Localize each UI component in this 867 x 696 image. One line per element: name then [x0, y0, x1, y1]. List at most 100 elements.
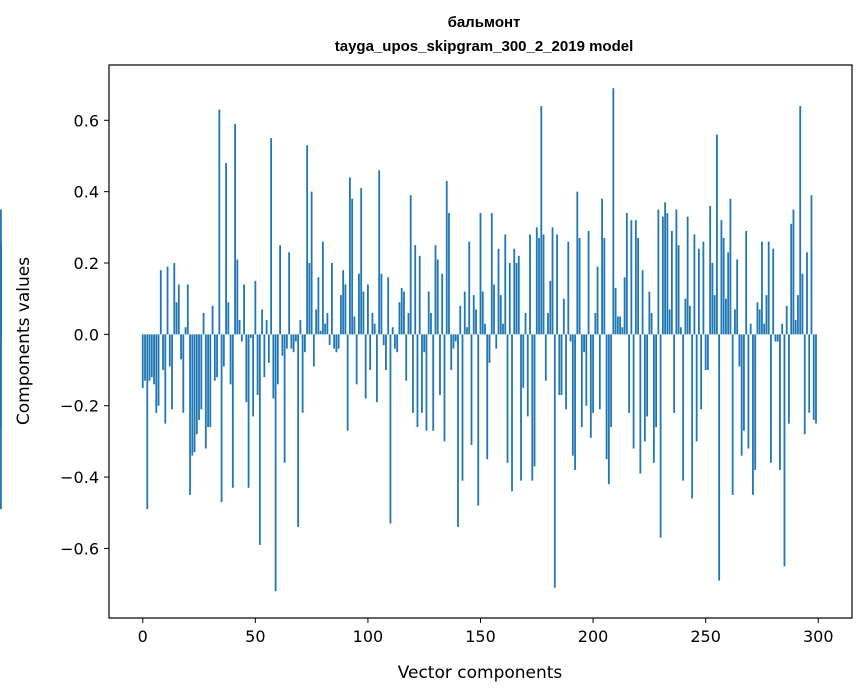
y-tick-label: 0.2	[74, 254, 99, 273]
bar-151	[481, 291, 484, 335]
bar-190	[569, 334, 572, 342]
bar-218	[632, 334, 635, 449]
bar-171	[526, 334, 529, 417]
bar-105	[378, 170, 381, 335]
bar-279	[770, 334, 772, 463]
bar-76	[312, 334, 315, 367]
bar-241	[684, 298, 687, 335]
bar-42	[236, 259, 239, 335]
bar-13	[171, 334, 173, 410]
bar-193	[576, 191, 579, 335]
bar-290	[794, 320, 797, 335]
bar-187	[562, 298, 565, 335]
bar-177	[540, 106, 543, 335]
bar-287	[788, 334, 790, 424]
bar-2	[146, 334, 149, 510]
bar-120	[412, 334, 414, 413]
bar-62	[281, 334, 284, 356]
bar-249	[702, 241, 705, 335]
bar-127	[427, 291, 430, 335]
bar-181	[549, 280, 552, 335]
bar-212	[619, 316, 621, 335]
y-tick-label: 0.0	[74, 325, 99, 344]
bar-286	[785, 305, 788, 335]
bar-19	[184, 327, 187, 335]
bar-114	[398, 302, 401, 335]
bar-294	[803, 334, 806, 435]
bar-79	[319, 330, 322, 335]
bar-253	[711, 263, 714, 335]
bar-268	[745, 230, 748, 335]
bar-153	[486, 334, 489, 460]
x-tick-label: 0	[138, 627, 148, 646]
y-tick-label: −0.2	[60, 397, 99, 416]
bar-156	[493, 284, 495, 335]
bar-245	[693, 234, 696, 335]
bar-49	[252, 334, 254, 417]
bar-201	[594, 312, 597, 335]
bar-41	[234, 123, 236, 335]
bar-87	[337, 334, 340, 349]
bar-141	[459, 305, 462, 335]
bar-278	[767, 241, 770, 335]
bar-291	[797, 295, 799, 335]
bar-106	[380, 273, 383, 335]
bar-31	[211, 305, 214, 335]
bar-208	[610, 334, 612, 428]
x-tick-label: 300	[803, 627, 834, 646]
bar-157	[495, 334, 498, 349]
bar-45	[243, 284, 245, 335]
y-tick-label: −0.6	[60, 539, 99, 558]
bar-107	[382, 334, 385, 346]
bar-198	[587, 230, 590, 335]
bar-63	[283, 334, 286, 463]
bar-152	[484, 323, 486, 335]
bar-0	[141, 334, 144, 388]
bar-15	[175, 302, 178, 335]
bar-27	[202, 312, 205, 335]
bar-4	[150, 334, 153, 378]
bar-158	[497, 248, 500, 335]
bar-289	[792, 209, 795, 335]
bar-220	[637, 238, 640, 335]
chart-subtitle: tayga_upos_skipgram_300_2_2019 model	[335, 38, 634, 55]
bar-200	[592, 334, 594, 413]
bar-130	[434, 245, 437, 335]
y-axis: −0.6 −0.4 −0.2 0.0 0.2 0.4 0.6	[60, 111, 109, 558]
bar-23	[193, 334, 196, 453]
bar-133	[441, 273, 444, 335]
bar-194	[578, 238, 581, 335]
bar-184	[556, 234, 558, 335]
bar-150	[479, 213, 482, 335]
bar-121	[414, 245, 417, 335]
bar-21	[189, 334, 191, 495]
bar-223	[643, 334, 646, 442]
x-tick-label: 50	[245, 627, 265, 646]
bar-78	[317, 277, 320, 335]
bar-95	[355, 334, 358, 385]
bar-197	[585, 334, 588, 406]
bar-232	[664, 202, 667, 335]
bar-202	[596, 266, 599, 335]
bar-263	[734, 309, 736, 335]
bar-298	[812, 334, 815, 420]
bar-168	[520, 334, 522, 481]
bar-247	[698, 248, 700, 335]
bar-230	[659, 334, 662, 538]
bar-242	[686, 216, 689, 335]
bar-119	[409, 195, 412, 335]
bar-109	[387, 277, 390, 335]
bar-215	[625, 213, 628, 335]
bar-233	[666, 213, 669, 335]
bar-58	[272, 334, 275, 399]
bar-51	[256, 334, 259, 396]
bar-213	[621, 327, 624, 335]
bar-67	[292, 334, 295, 353]
bar-284	[781, 323, 784, 335]
bar-129	[432, 334, 435, 431]
bar-206	[605, 334, 608, 460]
bar-128	[430, 312, 432, 335]
x-tick-label: 150	[465, 627, 496, 646]
x-tick-label: 100	[353, 627, 384, 646]
